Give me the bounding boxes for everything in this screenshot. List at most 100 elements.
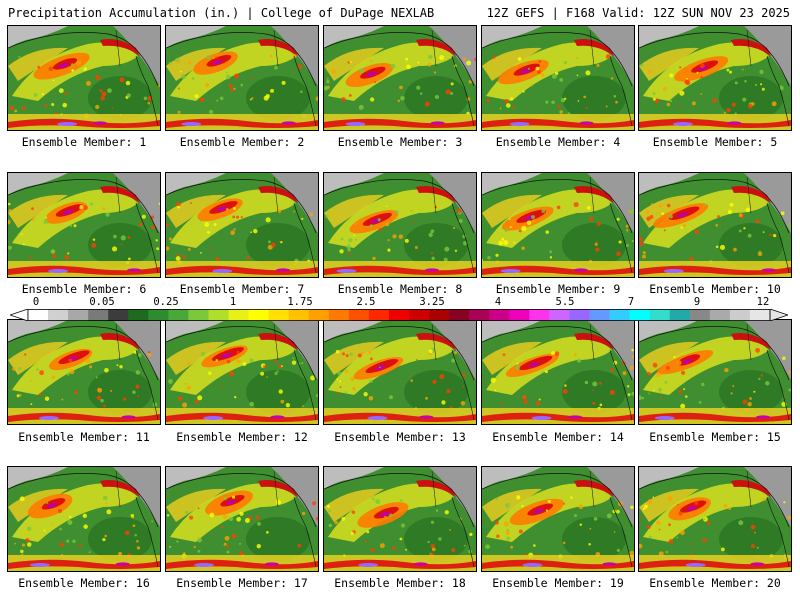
ensemble-member-label: Ensemble Member: 1 bbox=[21, 135, 147, 149]
ensemble-member-label: Ensemble Member: 17 bbox=[176, 576, 308, 590]
colorbar-bin bbox=[549, 309, 570, 321]
colorbar-bin bbox=[308, 309, 330, 321]
map-title: Precipitation Accumulation (in.) | Colle… bbox=[8, 6, 435, 20]
ensemble-member-panel bbox=[638, 466, 792, 572]
colorbar-bin bbox=[489, 309, 510, 321]
colorbar-bin bbox=[368, 309, 390, 321]
ensemble-member-label: Ensemble Member: 6 bbox=[21, 282, 147, 296]
ensemble-member-label: Ensemble Member: 13 bbox=[334, 430, 466, 444]
colorbar-bin bbox=[328, 309, 350, 321]
ensemble-map bbox=[166, 320, 318, 424]
colorbar-bin bbox=[649, 309, 671, 321]
ensemble-member-label: Ensemble Member: 20 bbox=[649, 576, 781, 590]
ensemble-member-panel bbox=[481, 319, 635, 425]
colorbar-max-arrow bbox=[769, 309, 788, 321]
ensemble-member-label: Ensemble Member: 9 bbox=[495, 282, 621, 296]
ensemble-member-label: Ensemble Member: 4 bbox=[495, 135, 621, 149]
ensemble-member-panel bbox=[323, 466, 477, 572]
colorbar-min-arrow bbox=[10, 309, 29, 321]
colorbar-bin bbox=[729, 309, 751, 321]
colorbar-bin bbox=[429, 309, 450, 321]
ensemble-member-label: Ensemble Member: 16 bbox=[18, 576, 150, 590]
ensemble-member-label: Ensemble Member: 7 bbox=[179, 282, 305, 296]
colorbar-bin bbox=[388, 309, 410, 321]
colorbar-bin bbox=[409, 309, 430, 321]
colorbar-bin bbox=[28, 309, 49, 321]
ensemble-map bbox=[324, 26, 476, 130]
colorbar-bin bbox=[48, 309, 69, 321]
ensemble-member-panel bbox=[7, 319, 161, 425]
colorbar-bin bbox=[148, 309, 169, 321]
ensemble-member-panel bbox=[165, 25, 319, 131]
ensemble-map bbox=[482, 320, 634, 424]
ensemble-member-panel bbox=[7, 172, 161, 278]
colorbar-bin bbox=[709, 309, 731, 321]
colorbar-bin bbox=[669, 309, 691, 321]
colorbar-bin bbox=[268, 309, 290, 321]
ensemble-member-label: Ensemble Member: 15 bbox=[649, 430, 781, 444]
ensemble-member-label: Ensemble Member: 11 bbox=[18, 430, 150, 444]
precip-colorbar bbox=[10, 309, 788, 321]
ensemble-member-panel bbox=[481, 172, 635, 278]
colorbar-bin bbox=[469, 309, 490, 321]
colorbar-bin bbox=[68, 309, 89, 321]
colorbar-tick-label: 0.25 bbox=[153, 296, 179, 308]
ensemble-map bbox=[8, 467, 160, 571]
colorbar-bin bbox=[569, 309, 590, 321]
ensemble-member-label: Ensemble Member: 3 bbox=[337, 135, 463, 149]
ensemble-map bbox=[324, 320, 476, 424]
colorbar-bin bbox=[509, 309, 530, 321]
colorbar-bin bbox=[529, 309, 550, 321]
ensemble-member-label: Ensemble Member: 18 bbox=[334, 576, 466, 590]
ensemble-map bbox=[639, 26, 791, 130]
colorbar-bin bbox=[609, 309, 630, 321]
colorbar-bin bbox=[228, 309, 249, 321]
ensemble-member-panel bbox=[638, 25, 792, 131]
ensemble-member-panel bbox=[165, 466, 319, 572]
ensemble-member-label: Ensemble Member: 2 bbox=[179, 135, 305, 149]
colorbar-tick-label: 4 bbox=[494, 296, 502, 308]
ensemble-member-label: Ensemble Member: 19 bbox=[492, 576, 624, 590]
colorbar-tick-label: 2.5 bbox=[356, 296, 376, 308]
colorbar-bin bbox=[248, 309, 269, 321]
colorbar-tick-label: 3.25 bbox=[419, 296, 445, 308]
ensemble-member-panel bbox=[323, 319, 477, 425]
ensemble-map bbox=[324, 467, 476, 571]
ensemble-member-panel bbox=[323, 25, 477, 131]
colorbar-tick-label: 1.75 bbox=[287, 296, 313, 308]
colorbar-tick-label: 1 bbox=[229, 296, 237, 308]
colorbar-bin bbox=[88, 309, 109, 321]
ensemble-map bbox=[8, 320, 160, 424]
ensemble-member-panel bbox=[638, 172, 792, 278]
ensemble-member-panel bbox=[481, 25, 635, 131]
ensemble-map bbox=[166, 173, 318, 277]
colorbar-bin bbox=[589, 309, 610, 321]
ensemble-member-panel bbox=[7, 25, 161, 131]
colorbar-tick-label: 5.5 bbox=[555, 296, 575, 308]
ensemble-map bbox=[324, 173, 476, 277]
ensemble-map bbox=[639, 320, 791, 424]
ensemble-member-panel bbox=[481, 466, 635, 572]
ensemble-map bbox=[8, 26, 160, 130]
ensemble-member-panel bbox=[7, 466, 161, 572]
ensemble-member-label: Ensemble Member: 8 bbox=[337, 282, 463, 296]
colorbar-bin bbox=[449, 309, 470, 321]
ensemble-map bbox=[166, 467, 318, 571]
ensemble-member-label: Ensemble Member: 10 bbox=[649, 282, 781, 296]
ensemble-member-panel bbox=[638, 319, 792, 425]
ensemble-member-panel bbox=[165, 172, 319, 278]
colorbar-bin bbox=[689, 309, 711, 321]
ensemble-member-label: Ensemble Member: 12 bbox=[176, 430, 308, 444]
colorbar-tick-label: 9 bbox=[693, 296, 701, 308]
ensemble-member-panel bbox=[323, 172, 477, 278]
colorbar-tick-label: 12 bbox=[756, 296, 770, 308]
colorbar-bin bbox=[208, 309, 229, 321]
colorbar-tick-label: 0.05 bbox=[89, 296, 115, 308]
colorbar-bin bbox=[749, 309, 771, 321]
ensemble-member-label: Ensemble Member: 14 bbox=[492, 430, 624, 444]
colorbar-bin bbox=[128, 309, 149, 321]
ensemble-map bbox=[482, 467, 634, 571]
ensemble-map bbox=[166, 26, 318, 130]
ensemble-member-panel bbox=[165, 319, 319, 425]
model-run-label: 12Z GEFS | F168 Valid: 12Z SUN NOV 23 20… bbox=[486, 6, 790, 20]
